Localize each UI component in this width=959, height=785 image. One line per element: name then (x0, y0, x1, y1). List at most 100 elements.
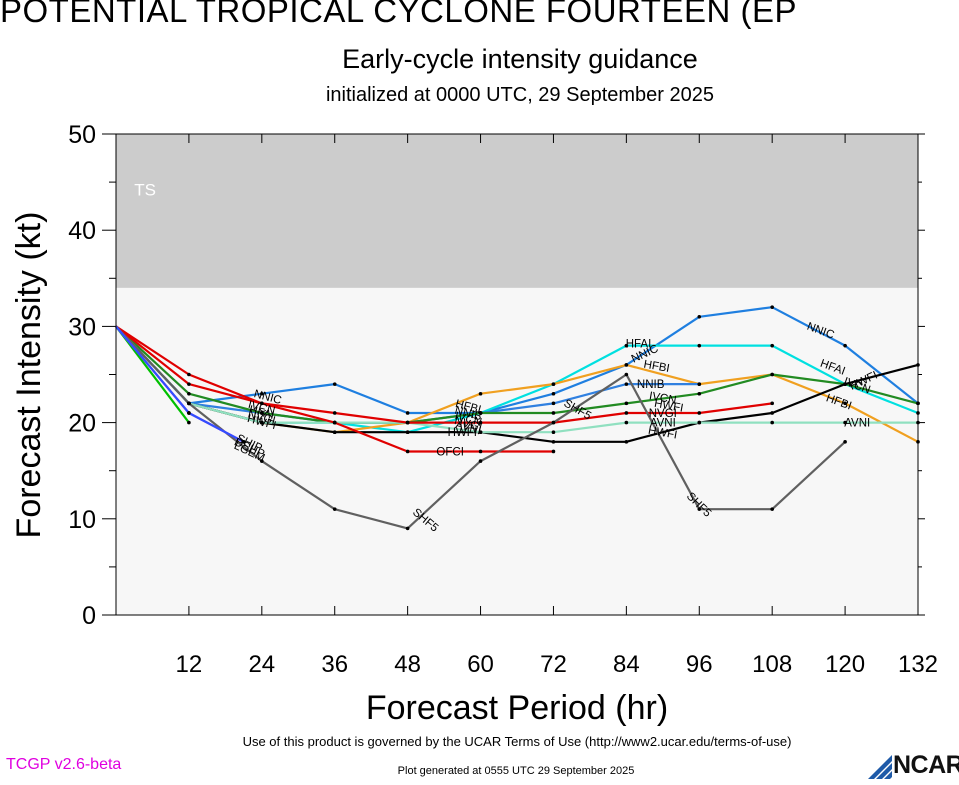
series-label-nnib: NNIB (637, 379, 665, 391)
data-point-nvgi (187, 382, 191, 386)
data-point-ivcn (187, 391, 191, 396)
data-point-nvgi (770, 401, 774, 406)
y-tick-label: 40 (68, 217, 96, 245)
data-point-hfbi (551, 382, 556, 386)
series-label-hwfi: HWFI (653, 398, 684, 415)
x-tick-label: 120 (825, 651, 865, 678)
data-point-ofci (187, 372, 191, 377)
band-ts (116, 134, 918, 288)
x-tick-label: 36 (321, 651, 348, 678)
x-tick-label: 96 (686, 651, 713, 678)
data-point-shf5 (697, 507, 702, 511)
series-line-nvgi (115, 325, 773, 424)
data-point-shf5 (551, 420, 556, 425)
series-label-nvgi: NVGI (649, 408, 677, 420)
data-point-ship (187, 420, 191, 425)
band-label: TS (134, 181, 156, 200)
series-label-hfbi: HFBI (643, 359, 671, 375)
data-point-hfai (697, 343, 702, 348)
series-label-hwfi: HWFI (647, 425, 678, 442)
series-label-avni: AVNI (650, 418, 676, 430)
data-point-hfai (770, 343, 774, 348)
data-point-ofci (478, 449, 483, 454)
data-point-hwfi (551, 440, 556, 444)
data-point-avni (697, 420, 702, 425)
x-tick-label: 60 (467, 651, 494, 678)
data-point-lgem (241, 440, 246, 444)
data-point-ivcn (551, 411, 556, 415)
data-point-hwfi (405, 430, 410, 435)
data-point-hwfi (624, 440, 629, 444)
y-tick-label: 0 (82, 602, 96, 630)
series-label-hfai: HFAI (626, 339, 652, 351)
x-tick-label: 72 (540, 651, 567, 678)
series-line-avni (115, 325, 918, 434)
data-point-ofci (551, 449, 556, 454)
series-label-ofci: OFCI (436, 446, 463, 458)
version-label: TCGP v2.6-beta (6, 756, 122, 773)
data-point-nvgi (332, 411, 337, 415)
data-point-hfbi (624, 363, 629, 367)
y-tick-label: 50 (68, 121, 96, 149)
data-point-shf5 (405, 526, 410, 531)
ncar-logo-icon (868, 755, 892, 779)
ncar-logo: NCAR (866, 751, 959, 780)
y-tick-label: 20 (68, 410, 96, 438)
data-point-avni (478, 430, 483, 435)
init-time: initialized at 0000 UTC, 29 September 20… (325, 84, 714, 106)
data-point-nnic (770, 305, 774, 309)
data-point-ofci (260, 401, 264, 406)
x-tick-label: 108 (752, 651, 792, 678)
series-label-ivcn: IVCN (648, 390, 677, 407)
chart-title: POTENTIAL TROPICAL CYCLONE FOURTEEN (EP (0, 0, 797, 29)
series-lines (115, 306, 919, 530)
data-point-nvgi (478, 420, 483, 425)
data-point-nnib (624, 382, 629, 386)
data-point-ivcn (697, 391, 702, 396)
data-point-avni (843, 420, 847, 425)
generated-time: Plot generated at 0555 UTC 29 September … (397, 765, 635, 777)
data-point-avni (624, 420, 629, 425)
plot-frame (115, 133, 919, 616)
data-point-shf5 (478, 459, 483, 463)
series-line-ivcn (115, 325, 919, 424)
data-point-hwfi (770, 411, 774, 415)
data-point-hwfi (843, 382, 847, 386)
data-point-hwfi (332, 430, 337, 435)
data-point-nnic (260, 391, 264, 396)
data-point-shf5 (187, 401, 191, 406)
x-tick-label: 132 (898, 651, 938, 678)
data-point-nvgi (624, 411, 629, 415)
series-label-hwfi: HWFI (448, 427, 477, 439)
x-tick-label: 12 (176, 651, 203, 678)
data-point-avni (260, 420, 264, 425)
data-point-shf5 (843, 440, 847, 444)
data-point-avni (770, 420, 774, 425)
y-tick-label: 10 (68, 506, 96, 534)
data-point-nnic (405, 411, 410, 415)
intensity-bands: TS (116, 134, 918, 615)
data-point-nnic (551, 391, 556, 396)
data-point-shf5 (624, 372, 629, 377)
data-point-ivcn (770, 372, 774, 377)
data-point-hfbi (843, 401, 847, 406)
x-tick-label: 48 (394, 651, 421, 678)
data-point-shf5 (770, 507, 774, 511)
terms-of-use-text: Use of this product is governed by the U… (242, 734, 792, 749)
data-point-nnib (551, 401, 556, 406)
data-point-ofci (405, 449, 410, 454)
data-point-lgem (187, 411, 191, 415)
series-points (187, 305, 920, 531)
data-point-hfai (624, 343, 629, 348)
axis-ticks: 12 24 36 48 60 72 84 96 108 120 132 0 10 20 30 40 50 (68, 121, 938, 678)
data-point-hfbi (478, 391, 483, 396)
data-point-ofci (332, 420, 337, 425)
x-tick-label: 84 (613, 651, 640, 678)
data-point-nnic (332, 382, 337, 386)
data-point-nnib (697, 382, 702, 386)
x-axis-label: Forecast Period (hr) (366, 689, 668, 727)
data-point-ivcn (624, 401, 629, 406)
y-axis-label: Forecast Intensity (kt) (10, 212, 48, 539)
x-tick-label: 24 (248, 651, 275, 678)
data-point-avni (551, 430, 556, 435)
